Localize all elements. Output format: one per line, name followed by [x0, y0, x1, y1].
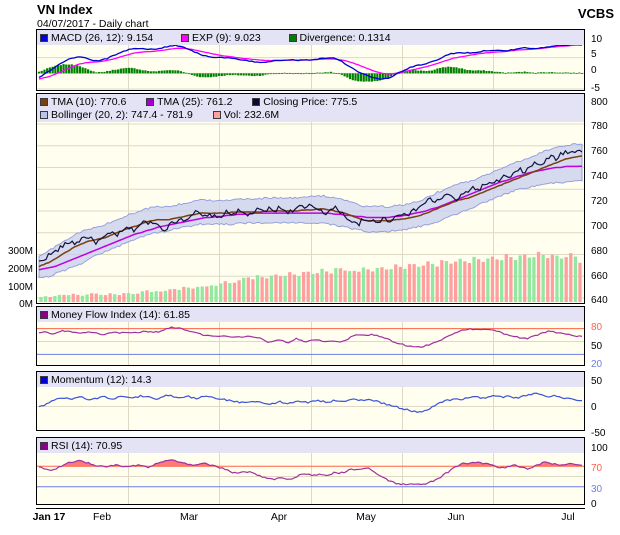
mfi-ytick-50: 50 [591, 341, 603, 352]
price-ytick-640: 640 [591, 295, 608, 306]
price-ytick-720: 720 [591, 196, 608, 207]
legend-label-divergence: Divergence: 0.1314 [299, 32, 391, 44]
macd-panel: MACD (26, 12): 9.154 EXP (9): 9.023 Dive… [36, 29, 585, 91]
price-ytick-760: 760 [591, 146, 608, 157]
legend-label-mfi: Money Flow Index (14): 61.85 [51, 309, 190, 321]
brand-label: VCBS [577, 6, 614, 21]
legend-item-volume: Vol: 232.6M [212, 109, 280, 122]
exp-swatch [180, 34, 189, 42]
mfi-ytick-20: 20 [591, 359, 603, 370]
volume-ytick-100m: 100M [7, 282, 33, 293]
mfi-swatch [40, 311, 48, 319]
legend-item-mfi: Money Flow Index (14): 61.85 [40, 309, 190, 322]
xtick-apr: Apr [270, 511, 288, 523]
momentum-ytick-0: 0 [591, 402, 597, 413]
price-plot [37, 94, 584, 303]
legend-label-macd: MACD (26, 12): 9.154 [51, 32, 154, 44]
close-swatch [252, 98, 261, 106]
momentum-panel: Momentum (12): 14.3 [36, 371, 585, 431]
momentum-ytick-50: 50 [591, 376, 603, 387]
legend-item-close: Closing Price: 775.5 [252, 96, 357, 109]
xtick-may: May [356, 511, 376, 523]
tma10-swatch [40, 98, 48, 106]
rsi-ytick-100: 100 [591, 443, 608, 454]
legend-label-momentum: Momentum (12): 14.3 [51, 374, 152, 386]
xtick-feb: Feb [92, 511, 112, 523]
legend-item-divergence: Divergence: 0.1314 [288, 32, 391, 45]
macd-ytick-0: 0 [591, 65, 597, 76]
macd-swatch [40, 34, 48, 42]
legend-item-momentum: Momentum (12): 14.3 [40, 374, 151, 387]
divergence-swatch [288, 34, 297, 42]
price-ytick-700: 700 [591, 221, 608, 232]
rsi-swatch [40, 442, 48, 450]
momentum-legend: Momentum (12): 14.3 [37, 372, 584, 387]
legend-label-tma25: TMA (25): 761.2 [157, 96, 233, 108]
momentum-ytick-neg50: -50 [591, 428, 606, 439]
rsi-ytick-30: 30 [591, 484, 603, 495]
legend-label-close: Closing Price: 775.5 [263, 96, 358, 108]
momentum-swatch [40, 376, 48, 384]
macd-legend: MACD (26, 12): 9.154 EXP (9): 9.023 Dive… [37, 30, 584, 45]
xtick-mar: Mar [179, 511, 199, 523]
volume-ytick-200m: 200M [7, 264, 33, 275]
macd-ytick-5: 5 [591, 49, 597, 60]
legend-item-tma10: TMA (10): 770.6 [40, 96, 126, 109]
legend-label-volume: Vol: 232.6M [223, 109, 280, 121]
legend-label-exp: EXP (9): 9.023 [191, 32, 261, 44]
price-panel: TMA (10): 770.6 TMA (25): 761.2 Closing … [36, 93, 585, 304]
legend-item-rsi: RSI (14): 70.95 [40, 440, 122, 453]
xtick-jan: Jan 17 [32, 511, 66, 523]
volume-ytick-300m: 300M [7, 246, 33, 257]
legend-label-tma10: TMA (10): 770.6 [51, 96, 127, 108]
price-ytick-680: 680 [591, 246, 608, 257]
rsi-ytick-70: 70 [591, 463, 603, 474]
rsi-ytick-0: 0 [591, 499, 597, 510]
rsi-legend: RSI (14): 70.95 [37, 438, 584, 453]
mfi-ytick-80: 80 [591, 322, 603, 333]
legend-label-bollinger: Bollinger (20, 2): 747.4 - 781.9 [51, 109, 193, 121]
xtick-jul: Jul [561, 511, 575, 523]
volume-swatch [212, 111, 221, 119]
bollinger-swatch [40, 111, 48, 119]
page-title: VN Index [37, 2, 93, 17]
mfi-legend: Money Flow Index (14): 61.85 [37, 307, 584, 322]
macd-ytick-neg5: -5 [591, 83, 600, 94]
macd-plot [37, 30, 584, 90]
legend-label-rsi: RSI (14): 70.95 [51, 440, 123, 452]
legend-item-exp: EXP (9): 9.023 [180, 32, 261, 45]
rsi-panel: RSI (14): 70.95 [36, 437, 585, 505]
chart-subtitle: 04/07/2017 - Daily chart [37, 18, 149, 30]
price-ytick-660: 660 [591, 271, 608, 282]
tma25-swatch [146, 98, 155, 106]
volume-ytick-0m: 0M [19, 299, 33, 310]
x-axis-line [36, 508, 585, 509]
price-ytick-740: 740 [591, 171, 608, 182]
xtick-jun: Jun [447, 511, 465, 523]
price-ytick-800: 800 [591, 97, 608, 108]
macd-ytick-10: 10 [591, 34, 603, 45]
mfi-panel: Money Flow Index (14): 61.85 [36, 306, 585, 366]
legend-item-tma25: TMA (25): 761.2 [146, 96, 232, 109]
legend-item-macd: MACD (26, 12): 9.154 [40, 32, 153, 45]
legend-item-bollinger: Bollinger (20, 2): 747.4 - 781.9 [40, 109, 193, 122]
price-legend: TMA (10): 770.6 TMA (25): 761.2 Closing … [37, 94, 584, 122]
price-ytick-780: 780 [591, 121, 608, 132]
